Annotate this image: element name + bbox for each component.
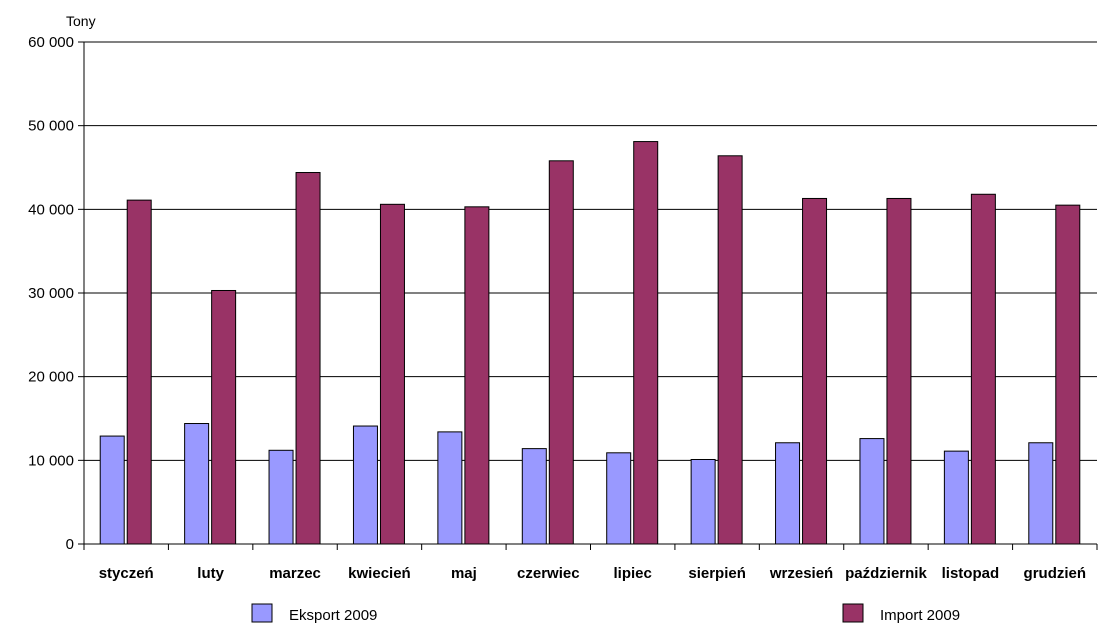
x-tick-label: luty xyxy=(197,565,224,582)
legend-label: Import 2009 xyxy=(880,607,960,624)
y-tick-label: 10 000 xyxy=(28,452,74,469)
bar-import xyxy=(886,197,912,545)
x-tick-label: sierpień xyxy=(688,565,746,582)
bar-import xyxy=(1055,204,1081,545)
bar-import xyxy=(379,203,405,545)
y-axis-ticks: 0 10 000 20 000 30 000 40 000 50 000 60 000 xyxy=(28,34,84,553)
x-tick-label: wrzesień xyxy=(769,565,833,582)
bar-eksport xyxy=(184,423,210,545)
bar-eksport xyxy=(775,442,801,545)
bar-eksport xyxy=(521,448,547,545)
bar-eksport xyxy=(1028,442,1054,545)
x-tick-label: październik xyxy=(845,565,927,582)
bar-import xyxy=(548,160,574,545)
y-tick-label: 20 000 xyxy=(28,369,74,386)
x-tick-label: kwiecień xyxy=(348,565,411,582)
x-axis-labels: styczeń luty marzec kwiecień maj czerwiec lipi… xyxy=(99,565,1086,582)
x-tick-label: grudzień xyxy=(1024,565,1087,582)
x-axis xyxy=(83,42,1098,550)
x-tick-label: marzec xyxy=(269,565,321,582)
bar-eksport xyxy=(99,435,125,545)
legend-label: Eksport 2009 xyxy=(289,607,377,624)
legend-swatch xyxy=(251,603,273,623)
y-tick-label: 40 000 xyxy=(28,201,74,218)
bar-import xyxy=(211,289,237,545)
bar-import xyxy=(717,155,743,545)
bar-import xyxy=(126,199,152,545)
y-tick-label: 50 000 xyxy=(28,118,74,135)
y-axis-unit-label: Tony xyxy=(66,13,96,29)
bar-eksport xyxy=(606,452,632,545)
x-tick-label: lipiec xyxy=(614,565,652,582)
x-tick-label: listopad xyxy=(942,565,1000,582)
bar-import xyxy=(295,172,321,545)
bar-eksport xyxy=(943,450,969,545)
x-tick-label: styczeń xyxy=(99,565,154,582)
bar-eksport xyxy=(268,449,294,545)
bar-eksport xyxy=(690,458,716,545)
bar-import xyxy=(802,197,828,545)
x-tick-label: czerwiec xyxy=(517,565,580,582)
y-tick-label: 30 000 xyxy=(28,285,74,302)
gridlines xyxy=(84,41,1097,461)
bar-eksport xyxy=(352,425,378,545)
bar-import xyxy=(970,193,996,545)
bar-eksport xyxy=(859,438,885,545)
x-tick-label: maj xyxy=(451,565,477,582)
bar-eksport xyxy=(437,431,463,545)
bars xyxy=(99,141,1081,545)
legend-swatch xyxy=(842,603,864,623)
y-tick-label: 0 xyxy=(66,536,74,553)
y-tick-label: 60 000 xyxy=(28,34,74,51)
legend: Eksport 2009 Import 2009 xyxy=(251,603,960,624)
bar-import xyxy=(464,206,490,545)
bar-import xyxy=(633,141,659,545)
